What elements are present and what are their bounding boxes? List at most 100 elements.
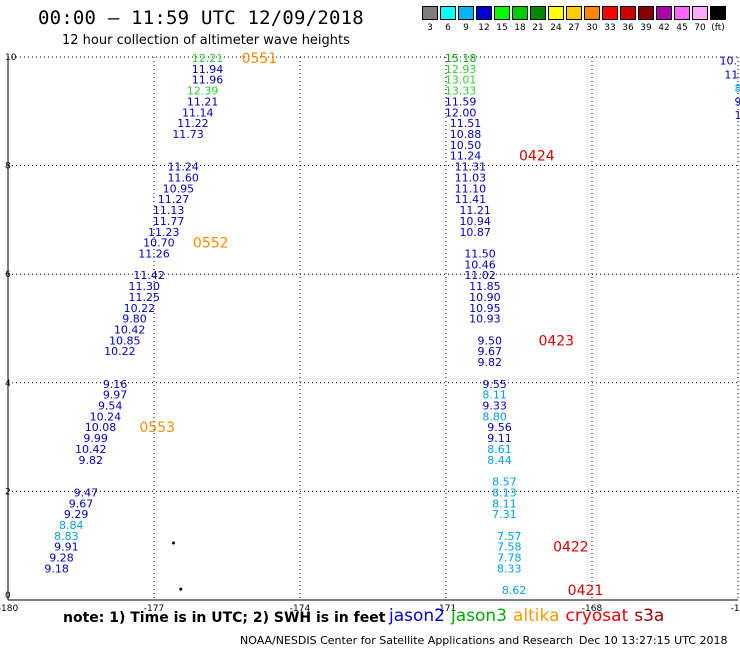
time-label: 0423 — [538, 333, 574, 349]
swh-label: 7.57 — [497, 530, 522, 543]
colorbar-swatch — [476, 6, 492, 20]
swh-label: 7.31 — [492, 508, 517, 521]
time-label: 0553 — [139, 420, 175, 436]
colorbar-swatch — [584, 6, 600, 20]
colorbar-label: 3 — [427, 23, 433, 33]
swh-label: 8 — [735, 82, 740, 95]
legend-entry: jason2 — [389, 606, 445, 626]
colorbar-label: 30 — [586, 23, 598, 33]
colorbar-swatch — [512, 6, 528, 20]
swh-label: 10.87 — [459, 226, 491, 239]
colorbar-swatch — [440, 6, 456, 20]
swh-label: 9.47 — [74, 486, 99, 499]
swh-label: 11.96 — [192, 74, 224, 87]
swh-values: 12.2111.9411.9612.3911.2111.1411.2211.73… — [44, 52, 740, 597]
dot-markers — [171, 541, 183, 591]
swh-label: 11.51 — [450, 117, 482, 130]
swh-label: 1 — [735, 109, 740, 122]
colorbar-swatch — [692, 6, 708, 20]
swh-label: 9.28 — [49, 552, 74, 565]
swh-label: 11.22 — [177, 117, 209, 130]
colorbar-label: 70 — [694, 23, 706, 33]
swh-label: 10.88 — [450, 128, 482, 141]
swh-label: 10.94 — [459, 215, 491, 228]
time-labels: 0551 0552 0553 0424 0423 0422 0421 — [139, 51, 603, 599]
colorbar-label: 6 — [445, 23, 451, 33]
dot-marker — [171, 541, 175, 545]
swh-label: 11.42 — [133, 269, 165, 282]
swh-label: 9.11 — [487, 432, 512, 445]
x-tick-label: -171 — [436, 604, 456, 614]
swh-label: 12.00 — [445, 106, 477, 119]
x-tick-label: -168 — [582, 604, 603, 614]
colorbar-swatch — [530, 6, 546, 20]
swh-label: 13.01 — [445, 74, 477, 87]
swh-label: 9.80 — [122, 313, 147, 326]
y-tick-label: 10 — [5, 53, 17, 63]
swh-label: 11.60 — [167, 171, 199, 184]
swh-label: 11.02 — [464, 269, 496, 282]
swh-label: 11.30 — [129, 280, 161, 293]
colorbar-swatch — [710, 6, 726, 20]
colorbar-label: 33 — [604, 23, 616, 33]
colorbar-swatch — [638, 6, 654, 20]
swh-label: 8.33 — [497, 562, 522, 575]
swh-label: 8.62 — [502, 584, 527, 597]
swh-label: 11.77 — [153, 215, 185, 228]
swh-label: 11.94 — [192, 63, 224, 76]
swh-label: 10.85 — [109, 334, 141, 347]
swh-label: 9.97 — [103, 389, 128, 402]
time-label: 0422 — [553, 540, 589, 556]
swh-label: 10.95 — [163, 182, 195, 195]
swh-label: 9.82 — [478, 356, 503, 369]
colorbar-label: 24 — [550, 23, 562, 33]
chart-title: 00:00 – 11:59 UTC 12/09/2018 — [38, 7, 364, 29]
swh-label: 10. — [720, 55, 738, 68]
satellite-legend: jason2 jason3 altika cryosat s3a — [389, 606, 670, 626]
legend-entry: jason3 — [451, 606, 507, 626]
swh-label: 11. — [724, 68, 740, 81]
colorbar-label: 21 — [532, 23, 544, 33]
swh-label: 15.18 — [445, 52, 477, 65]
swh-label: 11.41 — [455, 193, 487, 206]
swh-label: 10.42 — [114, 324, 146, 337]
swh-label: 11.23 — [148, 226, 180, 239]
swh-label: 11.21 — [187, 95, 219, 108]
credit-text: NOAA/NESDIS Center for Satellite Applica… — [240, 634, 574, 647]
colorbar-swatch — [674, 6, 690, 20]
time-label: 0551 — [242, 51, 278, 67]
colorbar-swatch — [458, 6, 474, 20]
swh-label: 11.10 — [455, 182, 487, 195]
colorbar-swatch — [620, 6, 636, 20]
legend-entry: cryosat — [565, 606, 629, 626]
swh-label: 10.22 — [124, 302, 156, 315]
swh-label: 9.18 — [44, 562, 69, 575]
swh-label: 10.50 — [450, 139, 482, 152]
colorbar-label: (ft) — [711, 23, 725, 33]
swh-label: 11.31 — [455, 161, 487, 174]
swh-label: 8.44 — [487, 454, 512, 467]
y-tick-label: 0 — [5, 591, 11, 601]
colorbar-label: 18 — [514, 23, 526, 33]
swh-label: 10.93 — [469, 313, 501, 326]
x-tick-label: -180 — [0, 604, 18, 614]
swh-label: 10.08 — [85, 421, 117, 434]
colorbar-swatch — [494, 6, 510, 20]
x-tick-label: -16 — [731, 604, 740, 614]
swh-label: 9.67 — [69, 497, 94, 510]
swh-label: 9.50 — [478, 334, 503, 347]
swh-label: 9 — [735, 95, 740, 108]
tick-labels: -180 -177 -174 -171 -168 -16 0 2 4 6 8 10 — [0, 53, 740, 614]
dot-marker — [179, 587, 183, 591]
y-tick-label: 4 — [5, 379, 11, 389]
swh-label: 11.21 — [459, 204, 491, 217]
colorbar-label: 39 — [640, 23, 652, 33]
swh-label: 9.55 — [482, 378, 507, 391]
swh-label: 8.84 — [59, 519, 84, 532]
swh-label: 12.39 — [187, 85, 219, 98]
y-tick-label: 6 — [5, 270, 11, 280]
chart-subtitle: 12 hour collection of altimeter wave hei… — [62, 33, 350, 48]
swh-label: 12.21 — [192, 52, 224, 65]
time-label: 0552 — [193, 236, 229, 252]
swh-label: 11.03 — [455, 171, 487, 184]
